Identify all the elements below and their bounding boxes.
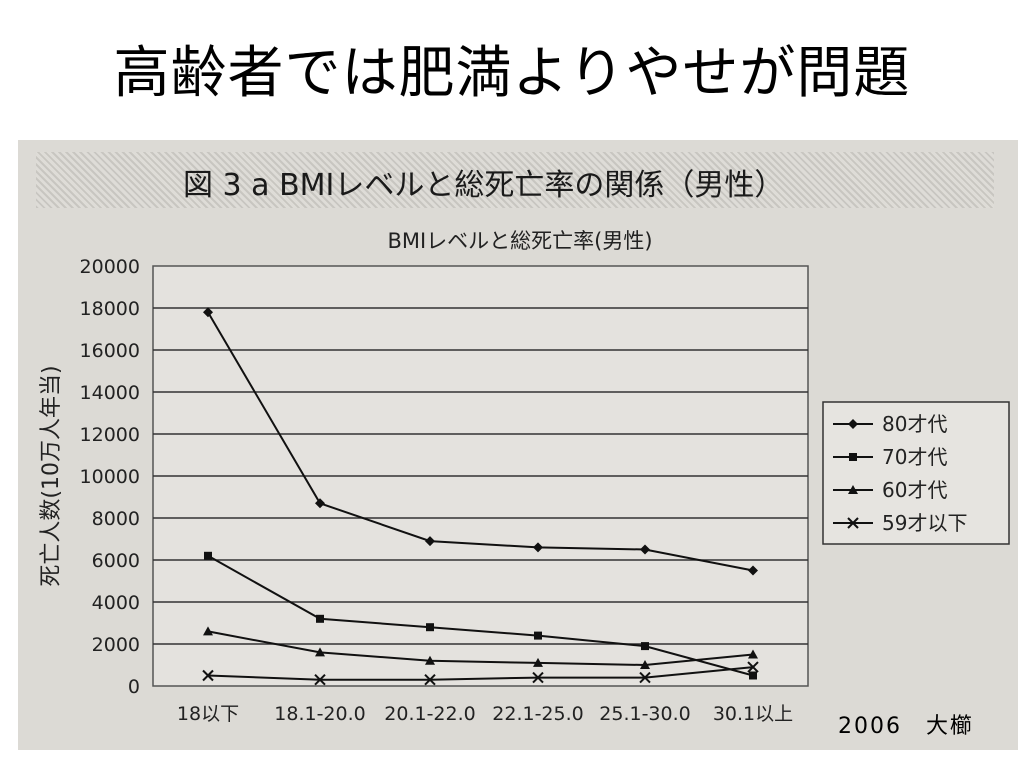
data-point (316, 614, 324, 623)
figure-caption-banner (36, 152, 994, 208)
figure-caption: 図 3 a BMIレベルと総死亡率の関係（男性） (183, 168, 785, 203)
chart-title: BMIレベルと総死亡率(男性) (387, 229, 652, 253)
footer-note: 2006 大櫛 (838, 714, 974, 739)
y-tick-label: 18000 (80, 298, 140, 320)
data-point (425, 655, 435, 665)
series-2 (204, 551, 757, 680)
data-point (534, 631, 542, 640)
data-point (203, 626, 213, 636)
data-point (848, 419, 858, 429)
y-tick-label: 0 (128, 676, 140, 698)
x-tick-label: 18以下 (177, 703, 239, 725)
series-3 (203, 626, 758, 669)
y-tick-label: 10000 (80, 466, 140, 488)
data-point (848, 485, 858, 494)
y-tick-label: 14000 (80, 382, 140, 404)
legend-item: 60才代 (833, 478, 947, 502)
y-tick-label: 12000 (80, 424, 140, 446)
legend-label: 60才代 (882, 478, 947, 502)
data-point (533, 542, 543, 553)
data-point (747, 661, 759, 673)
data-point (314, 673, 326, 686)
data-point (641, 642, 649, 651)
data-point (749, 671, 757, 680)
data-point (425, 536, 435, 547)
data-point (315, 498, 325, 509)
data-point (204, 551, 212, 560)
legend-label: 70才代 (882, 445, 947, 469)
y-tick-label: 16000 (80, 340, 140, 362)
legend: 80才代 70才代 60才代 59才以下 (822, 401, 1010, 545)
legend-item: 59才以下 (833, 511, 967, 535)
y-tick-labels: 0 2000 4000 6000 8000 10000 12000 14000 16000 180… (80, 256, 140, 698)
series-1 (203, 307, 758, 576)
series-line (207, 311, 754, 572)
x-tick-label: 18.1-20.0 (274, 703, 365, 725)
x-tick-label: 20.1-22.0 (384, 703, 475, 725)
data-point (532, 671, 544, 684)
data-point (424, 673, 436, 686)
legend-label: 59才以下 (882, 511, 967, 535)
data-point (203, 307, 213, 318)
y-tick-label: 20000 (80, 256, 140, 278)
y-tick-label: 6000 (92, 550, 140, 572)
y-tick-label: 8000 (92, 508, 140, 530)
series-group (202, 307, 759, 686)
data-point (533, 657, 543, 667)
legend-item: 70才代 (833, 445, 947, 469)
series-line (207, 630, 754, 667)
y-tick-label: 2000 (92, 634, 140, 656)
data-point (426, 623, 434, 632)
series-4 (202, 661, 759, 686)
y-axis-label: 死亡人数(10万人年当) (39, 365, 64, 586)
data-point (748, 649, 758, 659)
x-tick-label: 25.1-30.0 (599, 703, 690, 725)
data-point (639, 671, 651, 684)
gridlines (153, 307, 808, 645)
x-tick-label: 22.1-25.0 (492, 703, 583, 725)
x-tick-label: 30.1以上 (713, 703, 793, 725)
data-point (315, 647, 325, 657)
data-point (748, 565, 758, 576)
data-point (849, 453, 857, 461)
data-point (640, 544, 650, 555)
x-tick-labels: 18以下 18.1-20.0 20.1-22.0 22.1-25.0 25.1-30.0… (177, 703, 793, 725)
data-point (847, 517, 859, 529)
series-line (207, 554, 754, 677)
slide-title: 高齢者では肥満よりやせが問題 (113, 41, 911, 106)
legend-label: 80才代 (882, 412, 947, 436)
y-tick-label: 4000 (92, 592, 140, 614)
data-point (640, 660, 650, 669)
series-line (207, 666, 754, 681)
legend-item: 80才代 (833, 412, 947, 436)
data-point (202, 669, 214, 682)
